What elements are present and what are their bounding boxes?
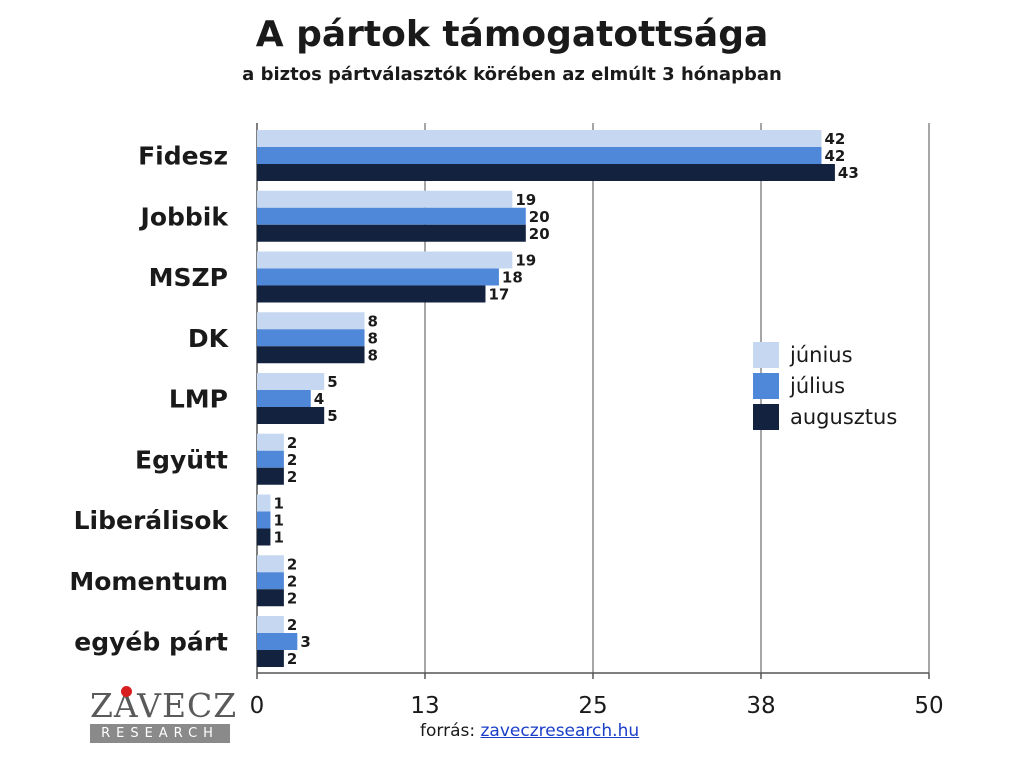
bar [257,268,499,286]
data-label: 19 [515,191,536,209]
category-label: MSZP [149,263,228,292]
bar [257,616,284,633]
x-tick-labels: 0 13 25 38 50 [250,693,944,719]
x-tick-label: 38 [746,693,775,719]
legend-swatch [753,342,779,368]
category-label: Fidesz [138,142,228,171]
chart-subtitle: a biztos pártválasztók körében az elmúlt… [242,64,782,85]
data-label: 3 [300,633,310,651]
data-label: 42 [824,147,845,165]
data-label: 19 [515,252,536,270]
category-labels: Fidesz Jobbik MSZP DK LMP Együtt Liberálisok Mo… [69,142,229,657]
bar [257,450,284,468]
legend: június július augusztus [753,342,897,430]
legend-label: augusztus [790,405,897,429]
bar [257,511,271,529]
data-label: 43 [838,164,859,182]
bar [257,633,298,650]
data-label: 2 [287,572,297,590]
logo-tagline: RESEARCH [90,724,230,743]
data-label: 8 [368,312,378,330]
data-label: 8 [368,346,378,364]
bar [257,207,526,225]
bar [257,494,271,512]
bar [257,555,284,573]
category-label: LMP [169,385,228,414]
chart-title: A pártok támogatottsága [255,14,769,55]
data-label: 2 [287,616,297,634]
bar [257,251,513,269]
legend-label: július [789,374,845,398]
data-label: 5 [327,373,337,391]
data-label: 1 [273,529,283,547]
data-label: 18 [502,269,523,287]
source-line: forrás: zaveczresearch.hu [420,721,639,741]
category-label: DK [188,324,230,353]
legend-label: június [789,343,853,367]
data-label: 8 [368,329,378,347]
category-label: Együtt [135,445,228,474]
legend-swatch [753,404,779,430]
bar [257,224,526,242]
x-tick-label: 0 [250,693,265,719]
logo-wordmark: ZAVECZ [90,686,238,725]
category-label: egyéb párt [74,628,228,657]
category-label: Momentum [69,567,228,596]
bars [257,130,835,667]
data-label: 4 [314,390,324,408]
bar [257,467,284,485]
data-label: 5 [327,407,337,425]
source-label: forrás: [420,721,476,741]
zavecz-research-logo: ZAVECZ RESEARCH [90,686,238,744]
bar [257,190,513,208]
data-label: 2 [287,451,297,469]
category-label: Jobbik [139,202,230,231]
bar [257,572,284,590]
bar [257,130,822,147]
bar [257,528,271,546]
source-link[interactable]: zaveczresearch.hu [480,721,640,741]
bar [257,373,325,390]
data-label: 20 [529,225,550,243]
bar [257,346,365,364]
bar [257,433,284,451]
data-label: 2 [287,589,297,607]
data-label: 1 [273,512,283,530]
x-tick-label: 13 [410,693,439,719]
bar [257,650,284,667]
bar [257,312,365,330]
bar [257,147,822,164]
data-label: 42 [824,130,845,148]
bar [257,164,835,181]
data-label: 2 [287,555,297,573]
legend-swatch [753,373,779,399]
category-label: Liberálisok [74,506,230,535]
data-label: 2 [287,468,297,486]
bar [257,407,325,424]
data-label: 2 [287,434,297,452]
bar [257,589,284,607]
x-tick-label: 25 [578,693,607,719]
bar [257,329,365,347]
data-label: 2 [287,650,297,668]
data-label: 20 [529,208,550,226]
bar [257,390,311,407]
bar [257,285,486,303]
data-label: 1 [273,495,283,513]
data-label: 17 [488,286,509,304]
x-tick-label: 50 [914,693,943,719]
logo-red-dot [121,686,132,697]
